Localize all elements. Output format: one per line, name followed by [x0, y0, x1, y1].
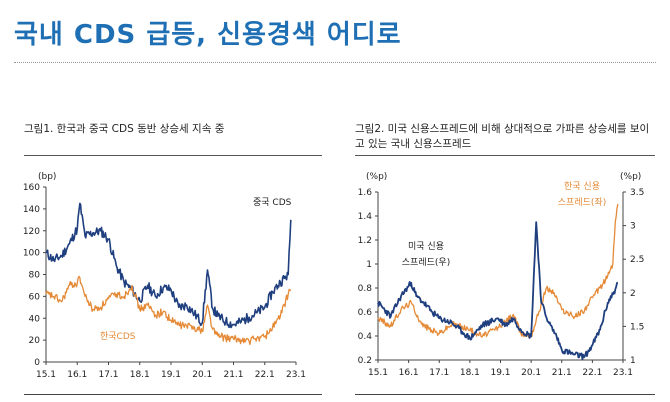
chart2-x-tick-label: 23.1 — [613, 368, 633, 378]
chart2-right-tick-label: 1.5 — [630, 322, 644, 332]
chart1-y-unit-label: (bp) — [38, 172, 56, 182]
chart1-x-tick-label: 18.1 — [130, 370, 150, 380]
chart2-series-line-korea — [377, 203, 619, 339]
chart2-left-tick-label: 1.4 — [358, 212, 373, 222]
chart2-right-tick-label: 2.5 — [630, 255, 644, 265]
chart2-right-tick-label: 3.5 — [630, 188, 644, 198]
headline-divider — [14, 62, 656, 63]
chart1-y-tick-label: 0 — [34, 358, 40, 368]
chart2-series-line-us — [377, 221, 619, 361]
chart2-left-tick-label: 1 — [366, 260, 372, 270]
chart1-x-tick-label: 23.1 — [286, 370, 306, 380]
chart2-x-tick-label: 20.1 — [521, 368, 541, 378]
chart2-series-label-us-2: 스프레드(우) — [402, 257, 450, 268]
chart1-cds-line-chart: 0 20 40 60 80 100 120 140 160(bp) 15.1 16.1 17.1 18.… — [23, 172, 306, 380]
chart1-x-tick-label: 16.1 — [67, 370, 87, 380]
chart2-left-tick-label: 0.8 — [358, 284, 373, 294]
chart2-series-label-korea-1: 한국 신용 — [564, 181, 600, 192]
chart1-y-tick-label: 60 — [29, 292, 41, 302]
chart2-caption: 그림2. 미국 신용스프레드에 비해 상대적으로 가파른 상승세를 보이고 있는… — [355, 123, 650, 150]
chart1-x-tick-label: 20.1 — [192, 370, 212, 380]
chart2-x-tick-label: 19.1 — [490, 368, 510, 378]
chart1-y-tick-label: 80 — [29, 271, 41, 281]
chart1-y-tick-label: 140 — [23, 205, 40, 215]
chart1-caption: 그림1. 한국과 중국 CDS 동반 상승세 지속 중 — [24, 123, 225, 135]
chart2-x-tick-label: 21.1 — [552, 368, 572, 378]
chart2-bottom-rule — [355, 394, 655, 395]
chart1-x-tick-label: 15.1 — [36, 370, 56, 380]
chart2-left-tick-label: 0.4 — [358, 332, 373, 342]
chart2-x-tick-label: 18.1 — [460, 368, 480, 378]
chart1-series-label-korea: 한국CDS — [100, 331, 136, 342]
chart1-bottom-rule — [24, 394, 322, 395]
chart2-x-tick-label: 16.1 — [399, 368, 419, 378]
chart2-left-unit-label: (%p) — [366, 172, 387, 182]
chart2-credit-spread-line-chart: 0.2 0.4 0.6 0.8 1 1.2 1.4 1.6 1 1.5 2 2.5 3 3.5 (%p) (%… — [358, 172, 645, 378]
chart1-x-tick-label: 22.1 — [255, 370, 275, 380]
chart2-x-tick-label: 22.1 — [582, 368, 602, 378]
chart1-y-tick-label: 120 — [23, 227, 40, 237]
chart2-left-tick-label: 1.2 — [358, 236, 372, 246]
chart2-left-tick-label: 0.6 — [358, 308, 373, 318]
chart1-series-line-korea — [45, 275, 292, 346]
chart2-series-label-us-1: 미국 신용 — [408, 241, 444, 252]
chart2-series-label-korea-2: 스프레드(좌) — [558, 197, 606, 208]
chart1-y-tick-label: 160 — [23, 183, 40, 193]
chart2-left-tick-label: 0.2 — [358, 356, 372, 366]
chart2-left-tick-label: 1.6 — [358, 188, 373, 198]
chart1-x-tick-label: 21.1 — [223, 370, 243, 380]
chart2-right-unit-label: (%p) — [620, 172, 641, 182]
chart1-x-tick-label: 17.1 — [98, 370, 118, 380]
chart1-series-label-china: 중국 CDS — [253, 197, 292, 208]
chart1-series-line-china — [45, 202, 292, 329]
chart1-x-tick-label: 19.1 — [161, 370, 181, 380]
chart2-right-tick-label: 1 — [630, 356, 636, 366]
chart1-caption-rule — [24, 155, 322, 156]
chart1-y-tick-label: 40 — [29, 314, 41, 324]
chart2-right-tick-label: 2 — [630, 289, 636, 299]
chart2-x-tick-label: 15.1 — [368, 368, 388, 378]
chart2-caption-rule — [355, 155, 655, 156]
chart2-x-tick-label: 17.1 — [429, 368, 449, 378]
chart2-right-tick-label: 3 — [630, 222, 636, 232]
page-headline: 국내 CDS 급등, 신용경색 어디로 — [14, 20, 402, 50]
chart1-y-tick-label: 20 — [29, 336, 41, 346]
chart1-y-tick-label: 100 — [23, 249, 40, 259]
